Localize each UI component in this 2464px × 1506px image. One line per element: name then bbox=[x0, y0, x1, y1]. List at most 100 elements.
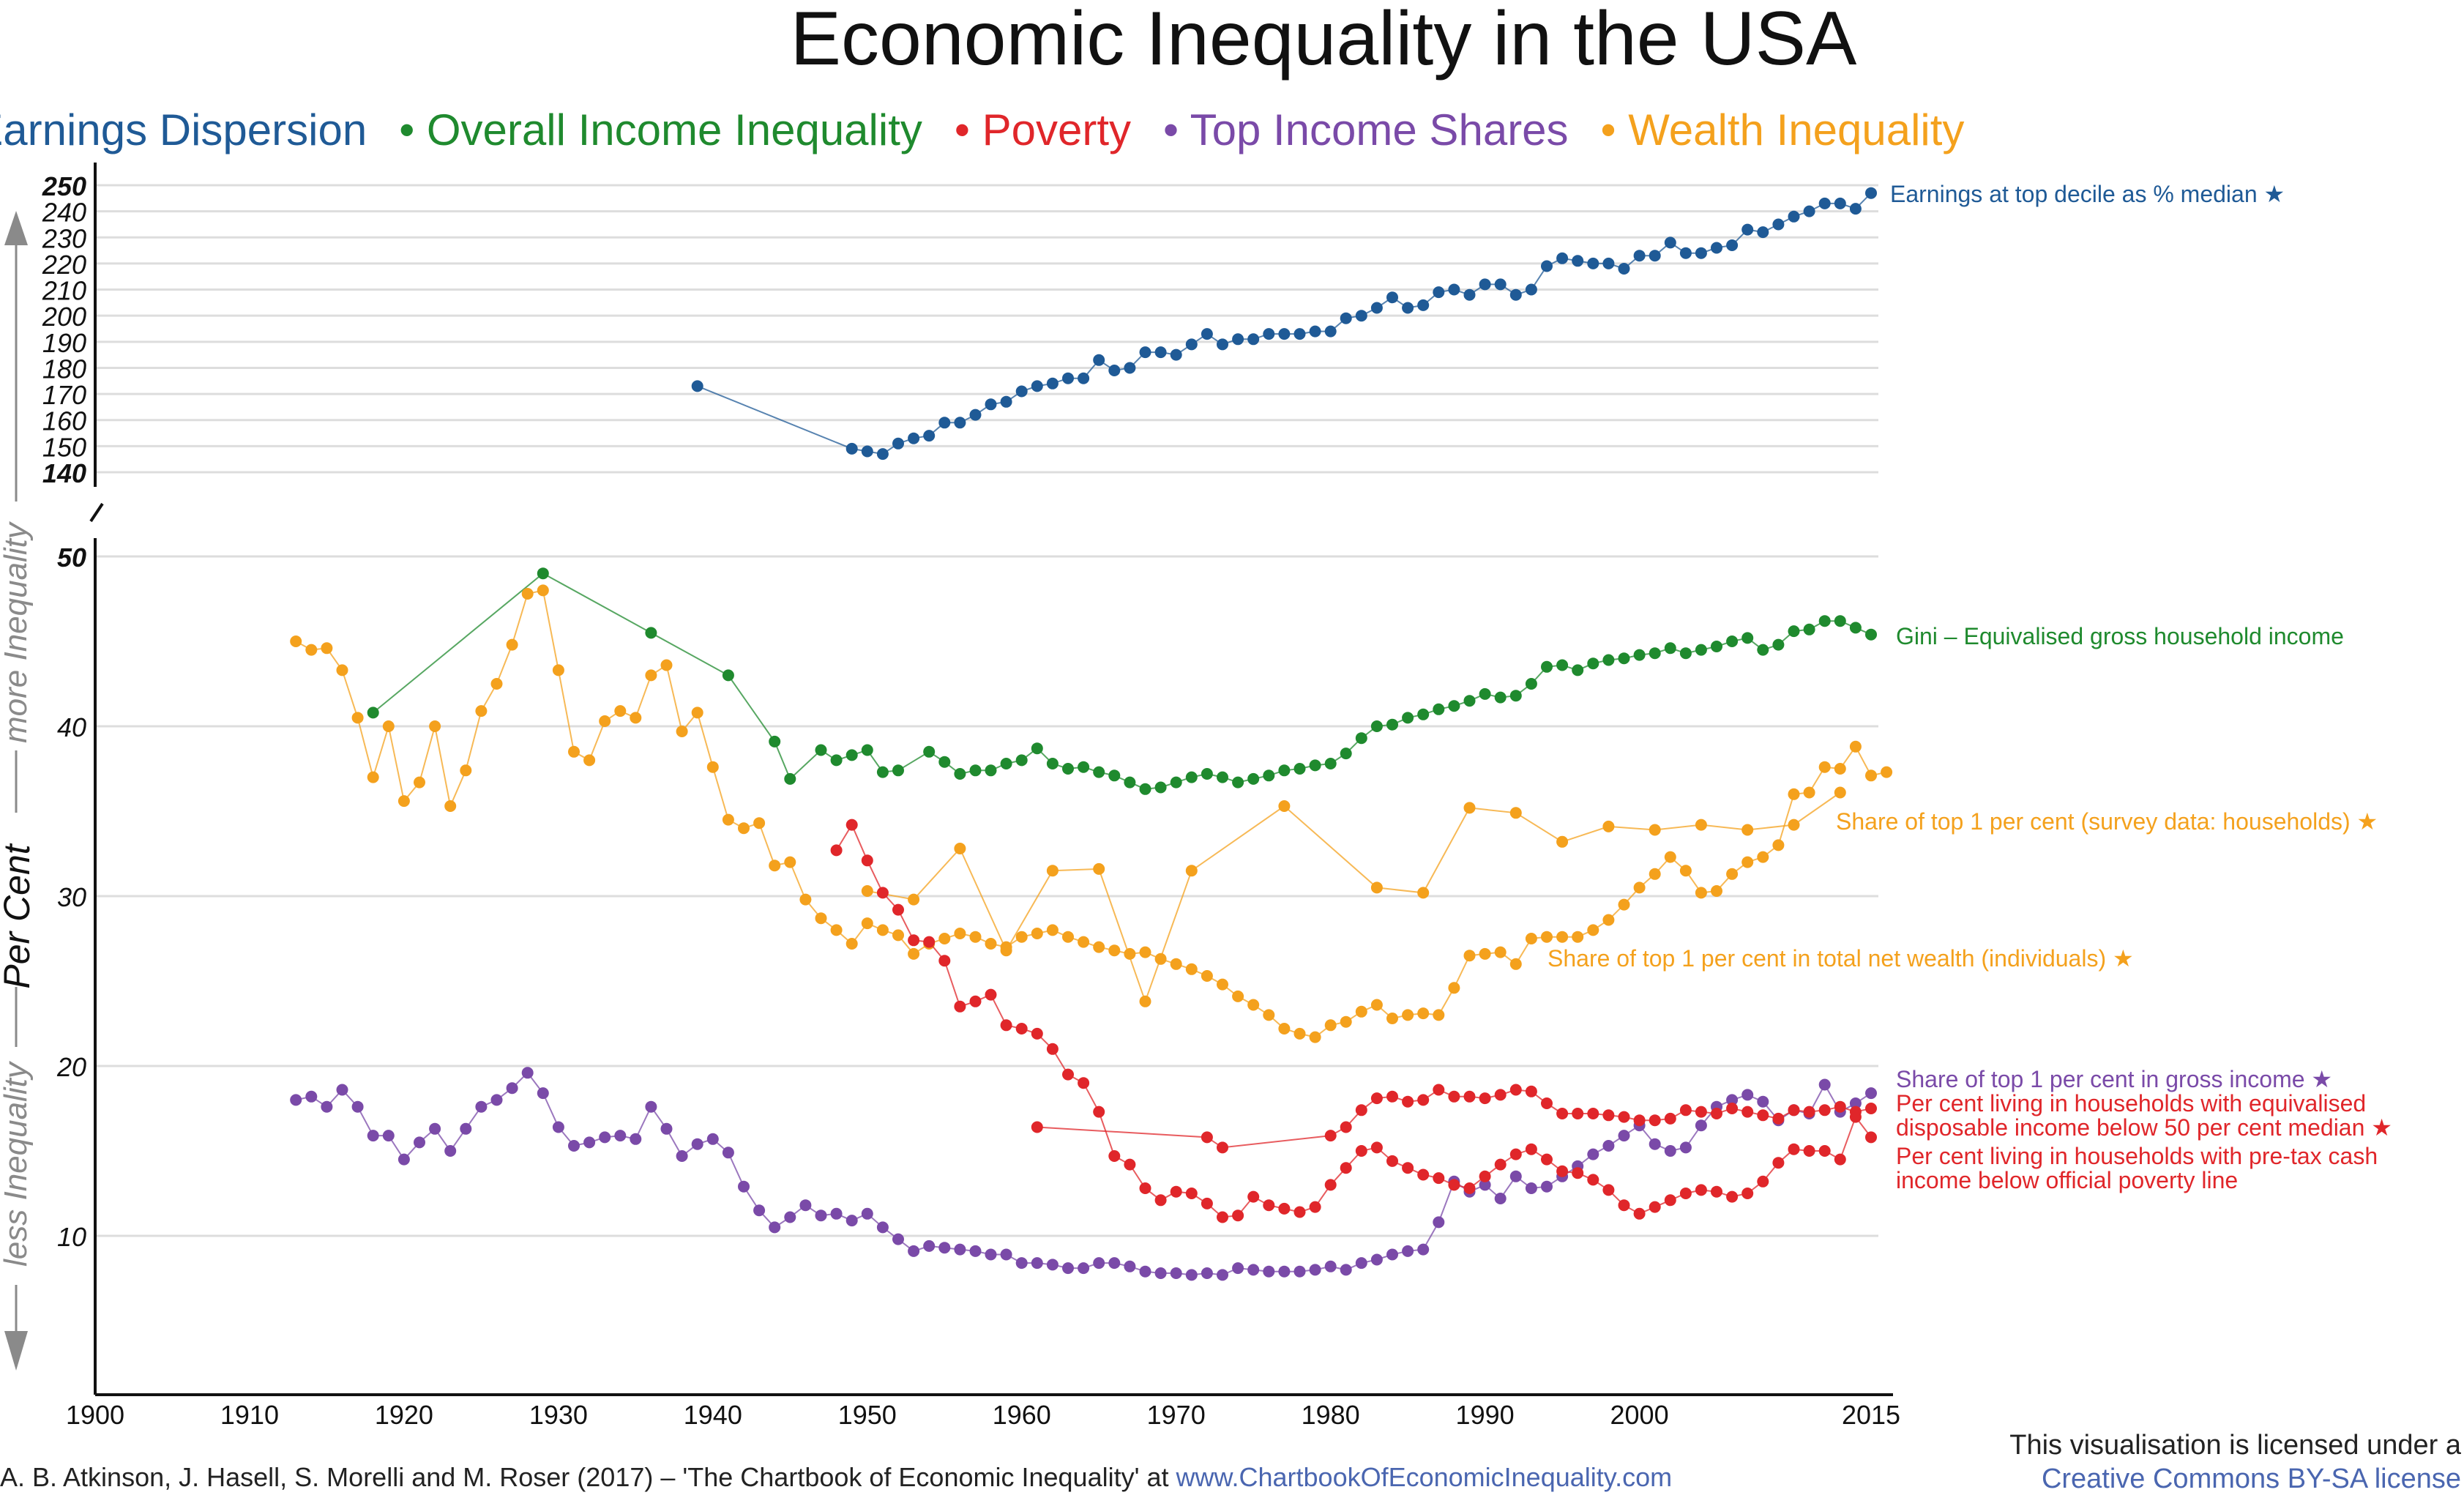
series-2-point-6 bbox=[382, 720, 395, 732]
series-0-point-65 bbox=[1834, 197, 1846, 209]
series-4-point-54 bbox=[1124, 1260, 1136, 1272]
series-1-point-32 bbox=[1232, 776, 1244, 789]
series-4-point-29 bbox=[738, 1180, 750, 1193]
series-1-point-18 bbox=[1015, 754, 1028, 767]
series-6-point-24 bbox=[1201, 1197, 1213, 1209]
series-4-point-64 bbox=[1278, 1265, 1291, 1278]
series-4-point-3 bbox=[336, 1084, 348, 1096]
series-4-point-47 bbox=[1015, 1257, 1028, 1270]
series-6-point-11 bbox=[1000, 1019, 1012, 1032]
series-label-2-line-0: Share of top 1 per cent (survey data: ho… bbox=[1836, 808, 2378, 835]
series-1-point-19 bbox=[1031, 742, 1043, 755]
series-5-point-21 bbox=[1602, 1109, 1615, 1122]
series-3-point-17 bbox=[1741, 824, 1754, 836]
series-4-point-69 bbox=[1355, 1257, 1367, 1270]
series-0-point-60 bbox=[1757, 226, 1769, 239]
series-4-point-10 bbox=[444, 1145, 457, 1157]
series-0-point-14 bbox=[1046, 377, 1059, 389]
series-1-point-8 bbox=[845, 749, 858, 761]
series-1 bbox=[367, 567, 1877, 795]
series-0-point-58 bbox=[1726, 239, 1739, 251]
series-2-point-62 bbox=[1247, 999, 1260, 1011]
series-6-point-51 bbox=[1618, 1199, 1630, 1212]
series-1-point-12 bbox=[923, 745, 936, 758]
series-4-point-58 bbox=[1185, 1269, 1198, 1281]
series-5-point-32 bbox=[1772, 1112, 1785, 1125]
upper-tick-label-1: 150 bbox=[42, 432, 86, 462]
series-5-point-6 bbox=[1370, 1092, 1383, 1105]
series-line-3 bbox=[867, 791, 1841, 1004]
x-tick-label-11: 2015 bbox=[1842, 1400, 1900, 1430]
upper-tick-label-4: 180 bbox=[42, 354, 86, 384]
series-4-point-13 bbox=[490, 1094, 503, 1106]
series-2-point-5 bbox=[367, 771, 379, 783]
series-4-point-31 bbox=[769, 1221, 781, 1234]
series-4-point-4 bbox=[351, 1100, 364, 1113]
series-6-point-32 bbox=[1324, 1179, 1337, 1191]
series-0-point-29 bbox=[1278, 328, 1291, 340]
series-0-point-1 bbox=[845, 442, 858, 455]
series-2-point-7 bbox=[397, 795, 410, 808]
series-2-point-99 bbox=[1818, 761, 1831, 773]
series-6-point-64 bbox=[1818, 1145, 1831, 1157]
series-6-point-52 bbox=[1633, 1207, 1646, 1220]
x-tick-label-3: 1930 bbox=[529, 1400, 588, 1430]
series-6-point-40 bbox=[1448, 1179, 1460, 1191]
series-5-point-22 bbox=[1618, 1111, 1630, 1123]
series-4-point-0 bbox=[290, 1094, 302, 1106]
series-6-point-25 bbox=[1217, 1211, 1228, 1223]
series-3-point-15 bbox=[1649, 824, 1661, 836]
series-6-point-54 bbox=[1664, 1194, 1676, 1207]
series-3-point-3 bbox=[1000, 944, 1012, 957]
series-label-3-line-0: Share of top 1 per cent in total net wea… bbox=[1548, 945, 2134, 972]
series-2-point-93 bbox=[1726, 868, 1739, 880]
series-0-point-24 bbox=[1201, 328, 1213, 340]
series-1-point-11 bbox=[892, 764, 904, 777]
series-1-point-60 bbox=[1664, 642, 1676, 655]
series-2-point-8 bbox=[414, 776, 425, 789]
series-4-point-60 bbox=[1217, 1269, 1228, 1281]
footer-license-link[interactable]: Creative Commons BY-SA license bbox=[2042, 1464, 2461, 1494]
series-0-point-5 bbox=[908, 432, 920, 444]
series-6-point-5 bbox=[908, 934, 920, 947]
series-2-point-35 bbox=[830, 924, 843, 936]
series-3-point-11 bbox=[1463, 802, 1476, 814]
series-4-point-63 bbox=[1263, 1265, 1275, 1278]
series-0-point-47 bbox=[1556, 252, 1569, 264]
series-0-point-31 bbox=[1309, 325, 1321, 338]
series-1-point-0 bbox=[367, 707, 379, 719]
series-3-point-12 bbox=[1509, 807, 1522, 819]
grid-layer bbox=[95, 184, 1878, 1237]
series-4-point-2 bbox=[321, 1100, 333, 1113]
series-3-point-19 bbox=[1834, 786, 1846, 799]
series-0-point-28 bbox=[1263, 328, 1275, 340]
series-2-point-13 bbox=[490, 678, 503, 690]
series-0-point-42 bbox=[1479, 278, 1491, 291]
series-0-point-63 bbox=[1803, 205, 1815, 217]
series-2-point-11 bbox=[460, 764, 472, 777]
series-5-point-24 bbox=[1649, 1114, 1661, 1127]
series-6-point-63 bbox=[1803, 1145, 1815, 1157]
series-1-point-61 bbox=[1679, 647, 1692, 660]
series-2-point-52 bbox=[1093, 941, 1105, 953]
footer-source-link[interactable]: www.ChartbookOfEconomicInequality.com bbox=[1175, 1462, 1672, 1492]
legend-bullet-1: • bbox=[399, 105, 427, 154]
series-2-point-89 bbox=[1664, 851, 1676, 863]
series-1-point-14 bbox=[954, 768, 966, 780]
series-2-point-68 bbox=[1340, 1015, 1352, 1028]
series-5-point-27 bbox=[1695, 1106, 1707, 1118]
series-label-6-line-1: income below official poverty line bbox=[1896, 1167, 2238, 1193]
series-6-point-56 bbox=[1695, 1184, 1707, 1196]
series-1-point-63 bbox=[1711, 641, 1722, 652]
series-4-point-94 bbox=[1741, 1089, 1754, 1101]
series-2-point-65 bbox=[1293, 1027, 1306, 1040]
series-6-point-33 bbox=[1340, 1162, 1352, 1174]
series-2-point-36 bbox=[845, 938, 858, 950]
series-3-point-0 bbox=[861, 885, 873, 897]
side-label-more: more Inequality bbox=[0, 521, 34, 743]
series-4-point-48 bbox=[1031, 1257, 1043, 1270]
series-4-point-24 bbox=[660, 1122, 673, 1135]
series-0-point-26 bbox=[1232, 333, 1244, 346]
